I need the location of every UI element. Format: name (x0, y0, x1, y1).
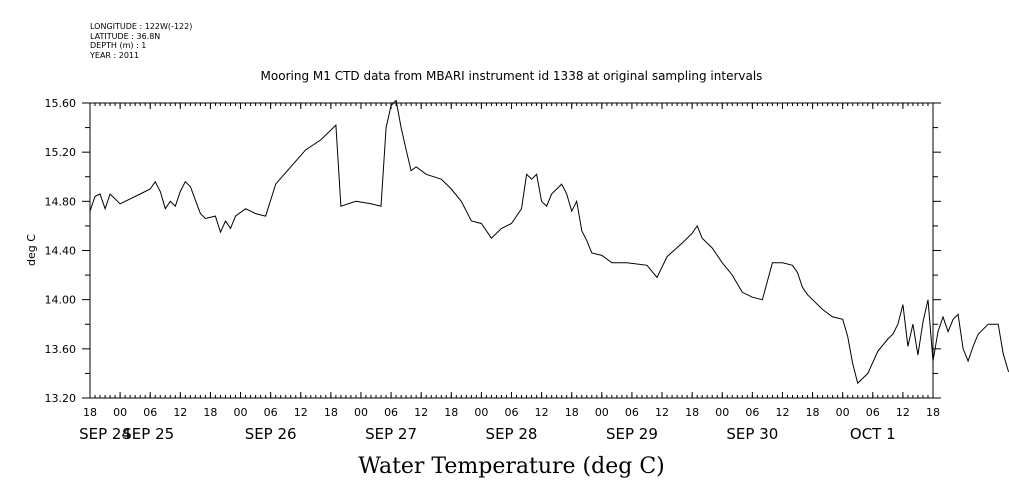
x-tick-label: 00 (234, 406, 248, 419)
x-tick-label: 12 (655, 406, 669, 419)
y-tick-label: 13.60 (45, 343, 77, 356)
x-tick-label: 00 (715, 406, 729, 419)
x-tick-label: 18 (83, 406, 97, 419)
x-tick-label: 06 (745, 406, 759, 419)
x-day-label: SEP 26 (245, 425, 297, 443)
depth-label: DEPTH (m) : 1 (90, 41, 147, 50)
y-axis-label: deg C (25, 234, 38, 266)
x-tick-label: 06 (264, 406, 278, 419)
x-day-label: SEP 25 (122, 425, 174, 443)
x-tick-label: 06 (505, 406, 519, 419)
x-tick-label: 18 (806, 406, 820, 419)
x-tick-label: 12 (294, 406, 308, 419)
x-tick-label: 06 (625, 406, 639, 419)
x-tick-label: 18 (685, 406, 699, 419)
x-tick-label: 18 (444, 406, 458, 419)
x-day-label: SEP 28 (486, 425, 538, 443)
x-tick-label: 00 (354, 406, 368, 419)
plot-frame (89, 102, 934, 399)
y-tick-label: 14.40 (45, 245, 77, 258)
x-day-label: SEP 24 (79, 425, 131, 443)
y-tick-label: 14.00 (45, 294, 77, 307)
x-axis-label: Water Temperature (deg C) (358, 454, 665, 479)
x-tick-label: 12 (535, 406, 549, 419)
y-tick-label: 14.80 (45, 195, 77, 208)
metadata-block: LONGITUDE : 122W(-122) LATITUDE : 36.8N … (90, 22, 192, 60)
x-tick-label: 12 (775, 406, 789, 419)
x-tick-label: 00 (474, 406, 488, 419)
y-tick-label: 15.60 (45, 97, 77, 110)
axis-layer: 18 00 06 12 18 00 06 12 18 00 06 12 18 00 06 12 18 00 06 12… (45, 97, 941, 443)
x-day-label: SEP 29 (606, 425, 658, 443)
x-tick-label: 06 (384, 406, 398, 419)
x-tick-label: 18 (926, 406, 940, 419)
x-day-label: OCT 1 (850, 425, 896, 443)
latitude-label: LATITUDE : 36.8N (90, 31, 161, 41)
x-tick-label: 18 (565, 406, 579, 419)
series-line (89, 99, 1009, 385)
x-tick-label: 18 (324, 406, 338, 419)
x-tick-label: 12 (173, 406, 187, 419)
chart-title: Mooring M1 CTD data from MBARI instrumen… (260, 69, 763, 83)
x-day-label: SEP 30 (726, 425, 778, 443)
longitude-label: LONGITUDE : 122W(-122) (90, 22, 193, 31)
y-tick-label: 15.20 (45, 146, 77, 159)
x-tick-label: 18 (203, 406, 217, 419)
x-tick-label: 00 (595, 406, 609, 419)
year-label: YEAR : 2011 (90, 50, 140, 60)
x-tick-label: 12 (414, 406, 428, 419)
y-tick-label: 13.20 (45, 392, 77, 405)
x-tick-label: 12 (896, 406, 910, 419)
x-tick-label: 06 (866, 406, 880, 419)
x-day-label: SEP 27 (365, 425, 417, 443)
x-tick-label: 06 (143, 406, 157, 419)
x-tick-label: 00 (113, 406, 127, 419)
x-tick-label: 00 (836, 406, 850, 419)
